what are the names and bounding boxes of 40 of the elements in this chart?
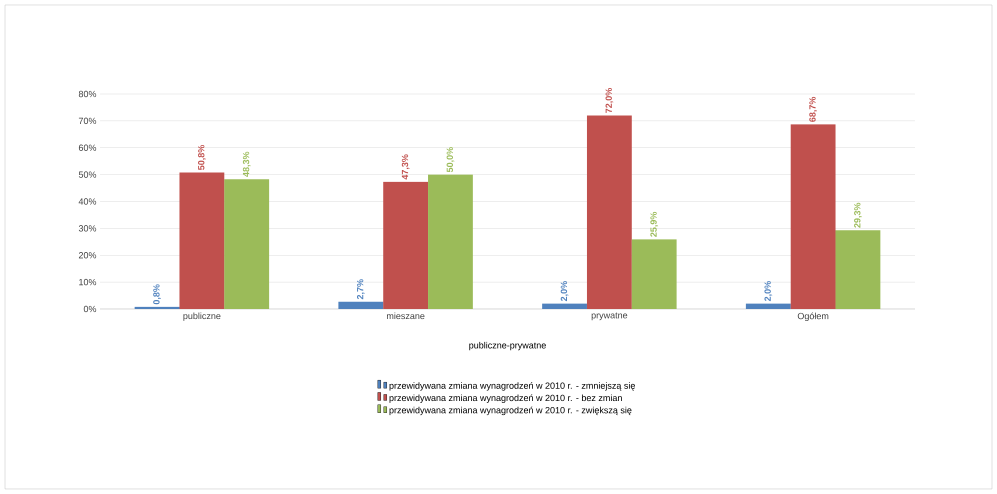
- y-tick-label: 50%: [78, 171, 96, 178]
- bar: [746, 304, 791, 309]
- bar: [383, 182, 428, 309]
- bar: [790, 124, 836, 309]
- y-tick-label: 30%: [78, 225, 96, 232]
- x-tick-label: Ogółem: [798, 312, 828, 322]
- y-tick-label: 10%: [79, 278, 96, 286]
- x-tick-label: prywatne: [592, 312, 628, 320]
- data-label: 25,9%: [650, 212, 658, 237]
- legend-label: przewidywana zmiana wynagrodzeń w 2010 r. - zwiększą się: [390, 406, 632, 416]
- x-axis-title: publiczne-prywatne: [469, 342, 546, 350]
- bar: [836, 230, 880, 309]
- x-tick-label: publiczne: [183, 312, 220, 321]
- data-label: 50,8%: [198, 144, 206, 170]
- data-label: 72,0%: [606, 88, 614, 113]
- bar: [632, 239, 677, 309]
- legend-label: przewidywana zmiana wynagrodzeń w 2010 r. - zmniejszą się: [390, 382, 635, 391]
- y-tick-label: 20%: [78, 252, 96, 258]
- data-label: 47,3%: [402, 154, 410, 180]
- data-label: 2,7%: [356, 279, 365, 300]
- data-label: 48,3%: [242, 152, 251, 177]
- bar: [428, 174, 473, 309]
- data-label: 50,0%: [446, 147, 454, 172]
- bar: [179, 172, 224, 309]
- data-label: 2,0%: [764, 281, 772, 302]
- legend-label: przewidywana zmiana wynagrodzeń w 2010 r. - bez zmian: [390, 394, 622, 403]
- data-label: 2,0%: [560, 281, 568, 302]
- y-tick-label: 80%: [78, 90, 96, 98]
- data-label: 0,8%: [153, 284, 161, 304]
- bar: [338, 302, 384, 309]
- bar: [224, 179, 270, 309]
- data-label: 29,3%: [854, 202, 862, 228]
- bar: [586, 116, 632, 309]
- y-tick-label: 70%: [78, 118, 96, 124]
- y-tick-label: 40%: [78, 198, 96, 205]
- x-tick-label: mieszane: [386, 312, 424, 320]
- y-tick-label: 60%: [78, 144, 96, 151]
- data-label: 68,7%: [809, 96, 817, 122]
- bar: [542, 304, 587, 309]
- y-tick-label: 0%: [84, 306, 96, 312]
